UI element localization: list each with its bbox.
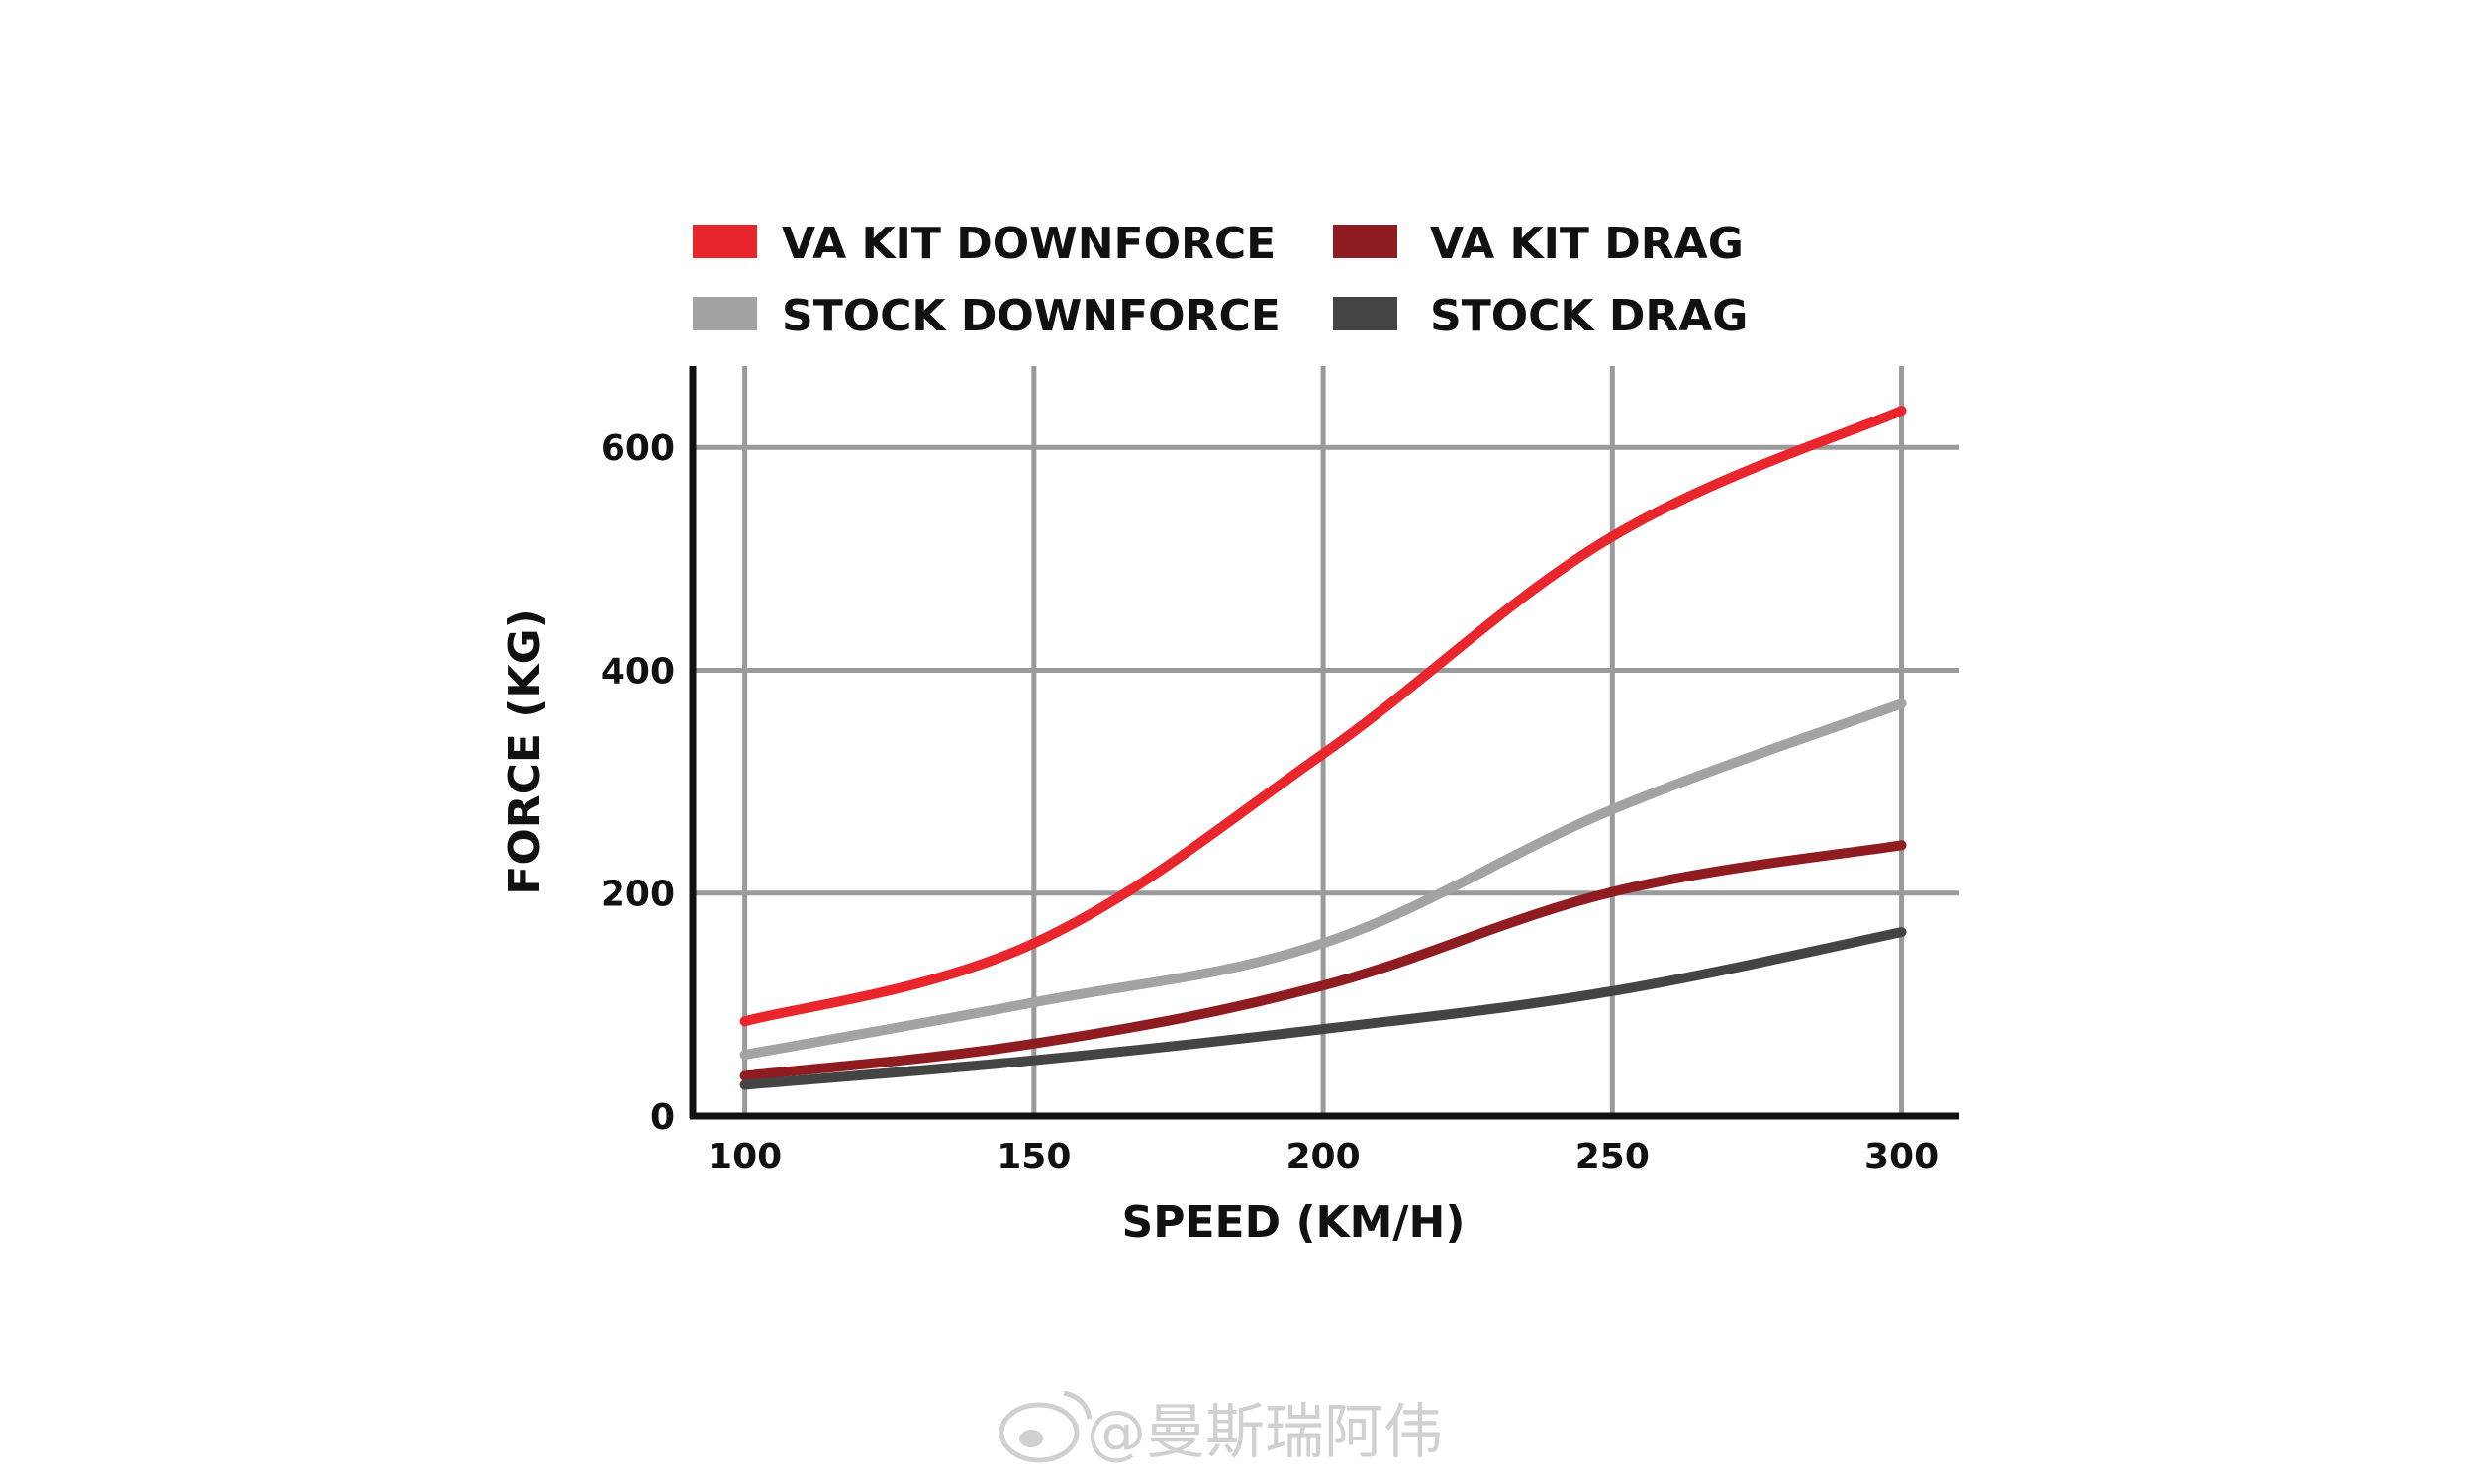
- watermark-text: @曼斯瑞阿伟: [1087, 1398, 1443, 1467]
- x-tick-label: 150: [997, 1137, 1071, 1177]
- series-line-stock-downforce: [739, 698, 1907, 1061]
- legend-label-stock-drag: STOCK DRAG: [1430, 291, 1748, 341]
- y-tick-label: 600: [601, 428, 675, 469]
- series-line-va-kit-downforce: [739, 406, 1907, 1027]
- axes: [689, 366, 1959, 1120]
- watermark: @曼斯瑞阿伟: [999, 1390, 1443, 1467]
- weibo-logo-icon: [999, 1390, 1093, 1463]
- legend-swatch-va-kit-downforce: [693, 225, 757, 258]
- legend-swatch-va-kit-drag: [1333, 225, 1397, 258]
- x-tick-label: 100: [708, 1137, 782, 1177]
- legend-label-va-kit-drag: VA KIT DRAG: [1430, 219, 1744, 269]
- legend: VA KIT DOWNFORCE VA KIT DRAG STOCK DOWNFOR…: [693, 219, 1748, 341]
- x-tick-label: 300: [1864, 1137, 1939, 1177]
- x-tick-label: 200: [1285, 1137, 1360, 1177]
- series-lines: [739, 406, 1907, 1090]
- x-axis-title: SPEED (KM/H): [1122, 1197, 1466, 1248]
- series-line-stock-drag: [739, 927, 1907, 1090]
- x-tick-label: 250: [1575, 1137, 1650, 1177]
- legend-label-va-kit-downforce: VA KIT DOWNFORCE: [782, 219, 1276, 269]
- tick-labels: 100 150 200 250 300 0 200 400 600: [601, 428, 1939, 1177]
- legend-label-stock-downforce: STOCK DOWNFORCE: [782, 291, 1281, 341]
- y-axis-title: FORCE (KG): [500, 608, 550, 894]
- legend-swatch-stock-drag: [1333, 297, 1397, 330]
- y-tick-label: 200: [601, 875, 675, 915]
- grid: [693, 366, 1959, 1116]
- series-line-va-kit-drag: [739, 840, 1907, 1081]
- y-tick-label: 400: [601, 651, 675, 692]
- legend-swatch-stock-downforce: [693, 297, 757, 330]
- y-tick-label: 0: [650, 1097, 675, 1138]
